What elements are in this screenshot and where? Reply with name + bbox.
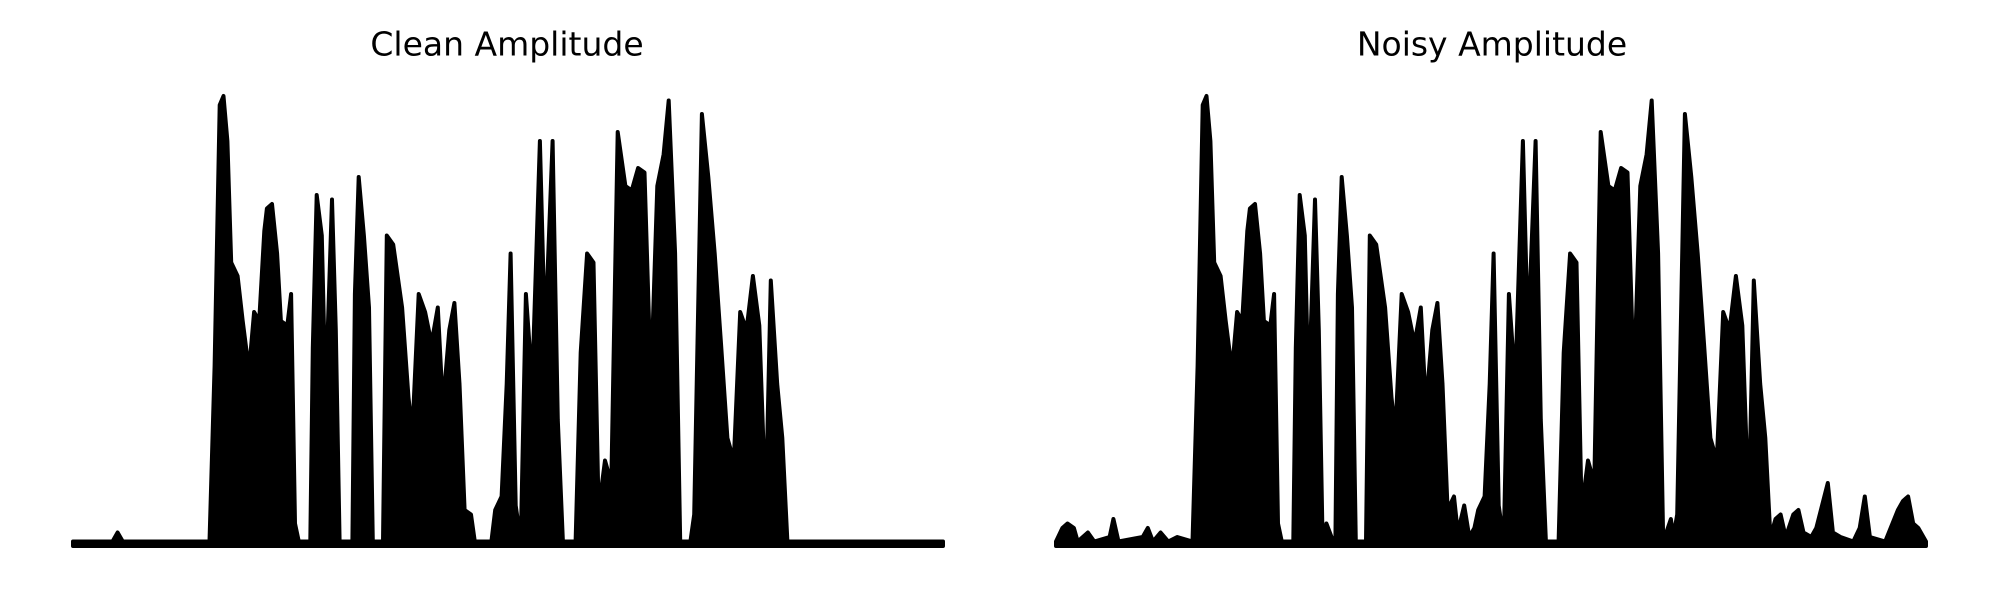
amplitude-area [1054,94,1928,548]
panel-clean: Clean Amplitude [71,25,945,548]
chart-title: Clean Amplitude [370,25,643,64]
panel-noisy: Noisy Amplitude [1054,25,1928,548]
chart-title: Noisy Amplitude [1357,25,1627,64]
amplitude-area [71,94,945,548]
